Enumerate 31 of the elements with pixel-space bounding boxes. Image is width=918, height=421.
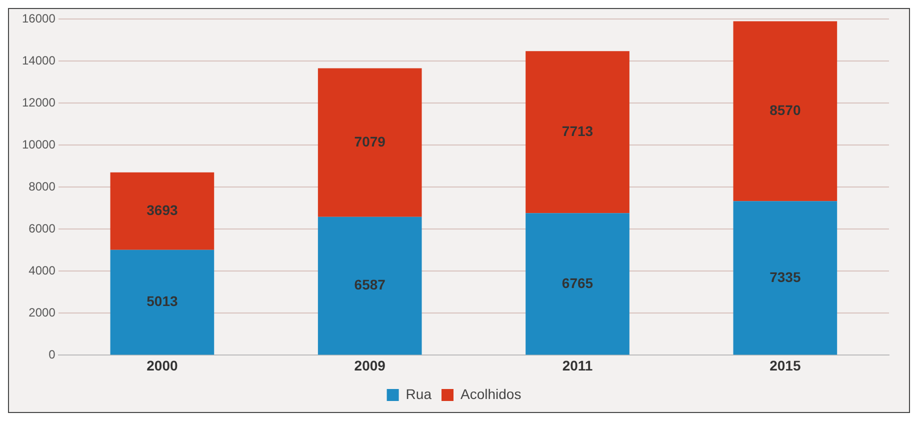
- y-tick-label: 4000: [28, 264, 56, 278]
- data-label: 5013: [146, 293, 178, 310]
- bar: [318, 68, 422, 217]
- data-label: 7713: [562, 123, 594, 140]
- legend-label: Rua: [406, 386, 432, 402]
- data-label: 7335: [770, 268, 801, 285]
- bar: [110, 250, 214, 355]
- x-tick-label: 2015: [770, 357, 801, 374]
- x-tick-label: 2000: [146, 357, 178, 374]
- data-label: 6587: [354, 276, 386, 293]
- y-tick-label: 12000: [22, 96, 56, 110]
- y-tick-label: 2000: [28, 306, 56, 320]
- x-tick-label: 2009: [354, 357, 386, 374]
- bar: [733, 201, 838, 355]
- data-label: 7079: [354, 133, 386, 150]
- bar: [526, 51, 630, 214]
- y-tick-label: 0: [48, 348, 56, 362]
- bar: [318, 216, 422, 355]
- bar: [733, 21, 838, 202]
- legend-label: Acolhidos: [460, 386, 522, 402]
- y-tick-label: 10000: [22, 138, 56, 152]
- y-tick-label: 16000: [22, 12, 56, 26]
- y-tick-label: 6000: [28, 222, 56, 236]
- x-tick-label: 2011: [562, 357, 593, 374]
- bar: [526, 213, 630, 355]
- y-tick-label: 8000: [28, 180, 56, 194]
- data-label: 8570: [770, 102, 801, 118]
- data-label: 6765: [562, 274, 594, 291]
- data-label: 3693: [146, 202, 178, 218]
- y-tick-label: 14000: [22, 54, 56, 68]
- bar: [110, 172, 214, 250]
